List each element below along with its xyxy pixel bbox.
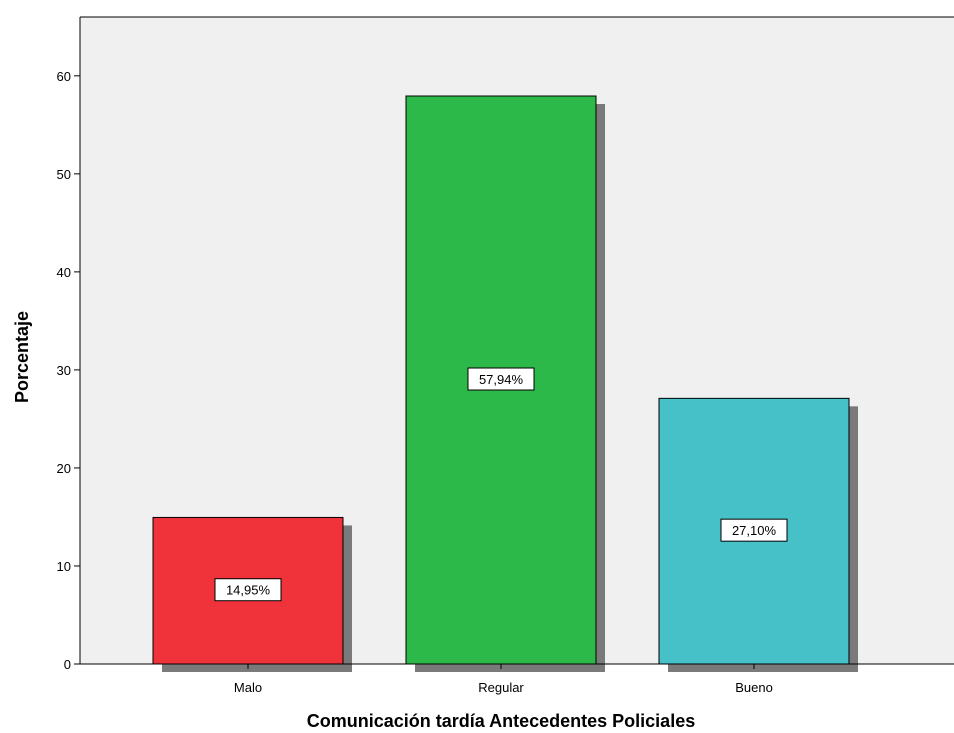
y-tick-label-20: 20 <box>57 461 71 476</box>
data-label-box <box>214 578 282 602</box>
y-tick-label-0: 0 <box>64 657 71 672</box>
x-axis-title: Comunicación tardía Antecedentes Policia… <box>307 711 695 731</box>
data-label-text: 57,94% <box>479 372 524 387</box>
data-label-bueno: 27,10% <box>720 518 788 542</box>
y-ticks: 0 10 20 30 40 50 60 <box>57 69 80 672</box>
data-labels: 14,95% 57,94% 27,10% <box>214 367 788 602</box>
y-tick-label-10: 10 <box>57 559 71 574</box>
x-tick-label-regular: Regular <box>478 680 524 695</box>
y-axis-title: Porcentaje <box>12 311 32 403</box>
y-tick-label-30: 30 <box>57 363 71 378</box>
x-ticks: Malo Regular Bueno <box>234 664 773 695</box>
y-tick-label-40: 40 <box>57 265 71 280</box>
data-label-box <box>720 518 788 542</box>
data-label-regular: 57,94% <box>467 367 535 391</box>
y-tick-label-60: 60 <box>57 69 71 84</box>
data-label-box <box>467 367 535 391</box>
y-tick-label-50: 50 <box>57 167 71 182</box>
bars-layer <box>152 95 858 672</box>
bar-bueno <box>658 397 850 665</box>
data-label-text: 27,10% <box>732 523 777 538</box>
data-label-text: 14,95% <box>226 583 271 598</box>
x-tick-label-bueno: Bueno <box>735 680 773 695</box>
x-tick-label-malo: Malo <box>234 680 262 695</box>
data-label-malo: 14,95% <box>214 578 282 602</box>
